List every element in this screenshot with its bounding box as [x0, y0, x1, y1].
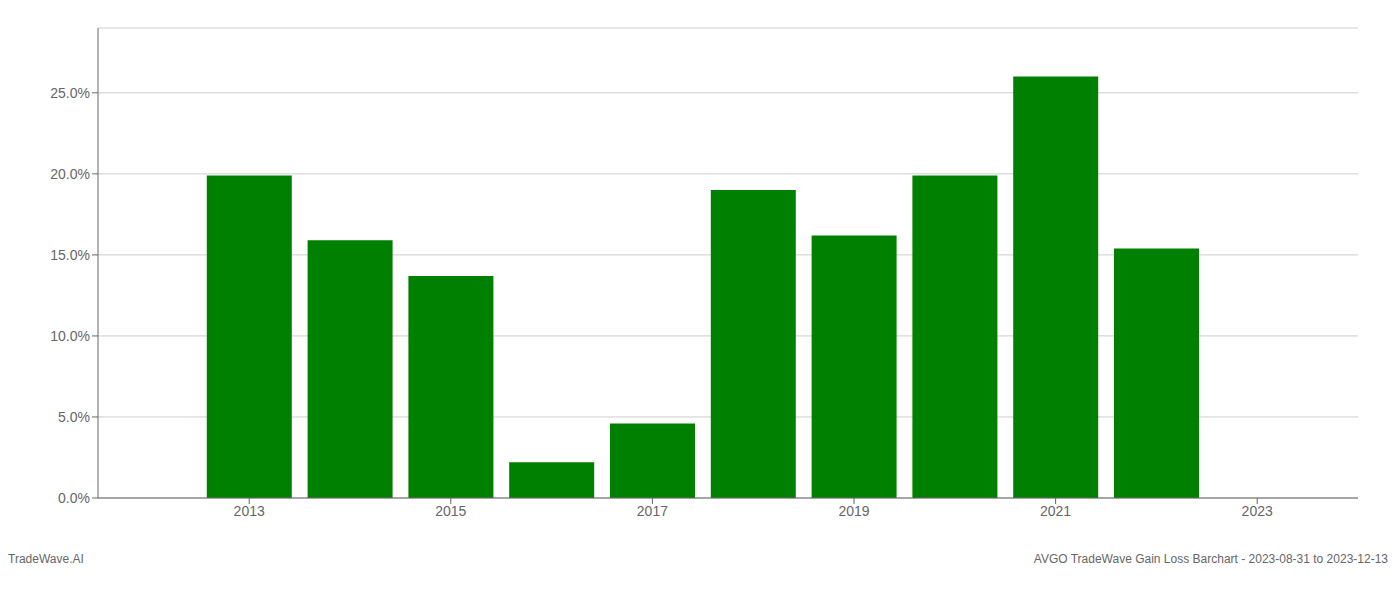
svg-text:2017: 2017: [637, 503, 668, 519]
svg-text:2023: 2023: [1242, 503, 1273, 519]
svg-text:25.0%: 25.0%: [50, 85, 90, 101]
svg-text:15.0%: 15.0%: [50, 247, 90, 263]
svg-text:2013: 2013: [234, 503, 265, 519]
svg-text:2019: 2019: [838, 503, 869, 519]
html-text:AVGO TradeWave Gain Loss Barch: AVGO TradeWave Gain Loss Barchart - 2023…: [1033, 552, 1388, 566]
svg-text:20.0%: 20.0%: [50, 166, 90, 182]
html-text:TradeWave.AI: TradeWave.AI: [8, 552, 84, 566]
svg-text:5.0%: 5.0%: [58, 409, 90, 425]
svg-text:0.0%: 0.0%: [58, 490, 90, 506]
svg-text:2021: 2021: [1040, 503, 1071, 519]
svg-text:2015: 2015: [435, 503, 466, 519]
svg-text:10.0%: 10.0%: [50, 328, 90, 344]
